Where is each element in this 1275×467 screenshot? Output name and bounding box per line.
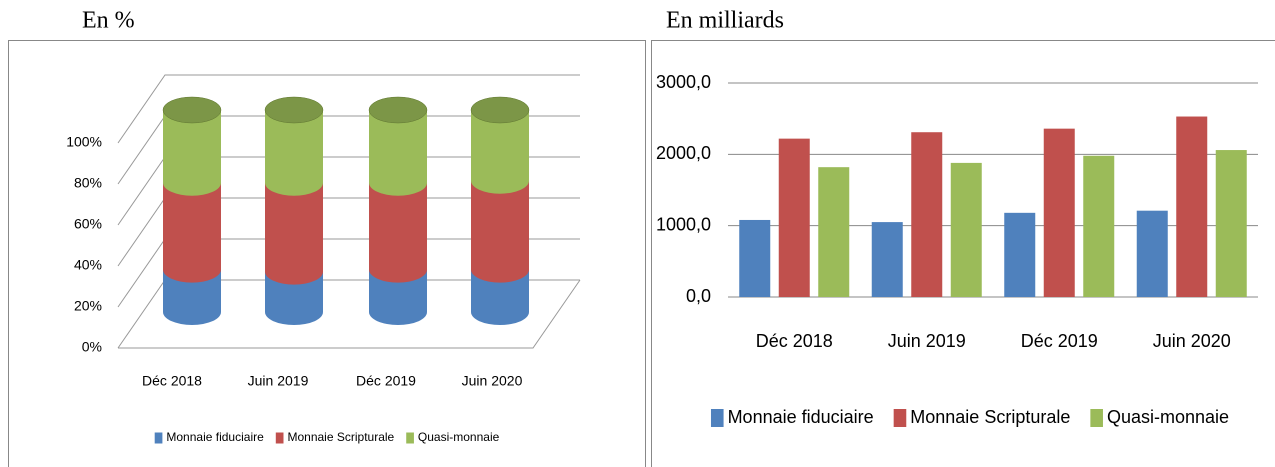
- legend-swatch: [893, 409, 907, 427]
- bar: [1043, 128, 1075, 297]
- y-tick-label: 60%: [74, 216, 102, 232]
- bar: [950, 162, 982, 297]
- bar: [778, 138, 810, 297]
- bar: [911, 132, 943, 297]
- y-tick-label: 40%: [74, 257, 102, 273]
- x-tick-label: Déc 2018: [142, 373, 202, 389]
- x-tick-label: Juin 2020: [462, 373, 523, 389]
- cylinder-segment: [163, 169, 221, 283]
- bar: [1176, 116, 1208, 297]
- y-tick-label: 1000,0: [656, 214, 711, 234]
- cylinder-top: [162, 96, 222, 124]
- x-tick-label: Déc 2018: [756, 331, 833, 351]
- bar: [1215, 150, 1247, 297]
- left-panel: [8, 40, 646, 467]
- cylinder-segment: [163, 97, 221, 196]
- x-tick-label: Juin 2019: [888, 331, 966, 351]
- legend-label: Monnaie Scripturale: [287, 430, 394, 444]
- y-tick-label: 100%: [66, 134, 102, 150]
- y-tick-label: 2000,0: [656, 143, 711, 163]
- y-tick-label: 3000,0: [656, 72, 711, 92]
- cylinder-segment: [265, 169, 323, 285]
- cylinder-segment: [369, 169, 427, 283]
- chart-title: En milliards: [666, 8, 784, 34]
- y-tick-label: 0,0: [686, 286, 711, 306]
- cylinder-segment: [471, 167, 529, 283]
- y-tick-label: 0%: [82, 339, 102, 355]
- cylinder-top: [470, 96, 530, 124]
- x-tick-label: Déc 2019: [1021, 331, 1098, 351]
- bar: [1004, 212, 1036, 297]
- legend-swatch: [406, 432, 414, 444]
- chart-title: En %: [82, 8, 135, 34]
- bar: [1083, 155, 1115, 297]
- legend-label: Monnaie Scripturale: [910, 407, 1070, 427]
- bar: [818, 167, 850, 297]
- legend-swatch: [154, 432, 163, 444]
- cylinder-segment: [369, 97, 427, 196]
- floor: [118, 279, 581, 349]
- legend-swatch: [275, 432, 284, 444]
- bar: [871, 222, 903, 297]
- x-tick-label: Juin 2020: [1153, 331, 1231, 351]
- cylinder-segment: [265, 97, 323, 196]
- legend-label: Monnaie fiduciaire: [728, 407, 874, 427]
- bar: [739, 219, 771, 297]
- cylinder-top: [368, 96, 428, 124]
- right-panel: [651, 40, 1275, 467]
- cylinder-top: [264, 96, 324, 124]
- legend-label: Monnaie fiduciaire: [166, 430, 264, 444]
- legend-label: Quasi-monnaie: [418, 430, 500, 444]
- x-tick-label: Déc 2019: [356, 373, 416, 389]
- legend-swatch: [710, 409, 724, 427]
- legend-label: Quasi-monnaie: [1107, 407, 1229, 427]
- legend-swatch: [1090, 409, 1103, 427]
- y-tick-label: 80%: [74, 175, 102, 191]
- grid-line: [117, 74, 580, 144]
- y-tick-label: 20%: [74, 298, 102, 314]
- x-tick-label: Juin 2019: [248, 373, 309, 389]
- bar: [1136, 210, 1168, 297]
